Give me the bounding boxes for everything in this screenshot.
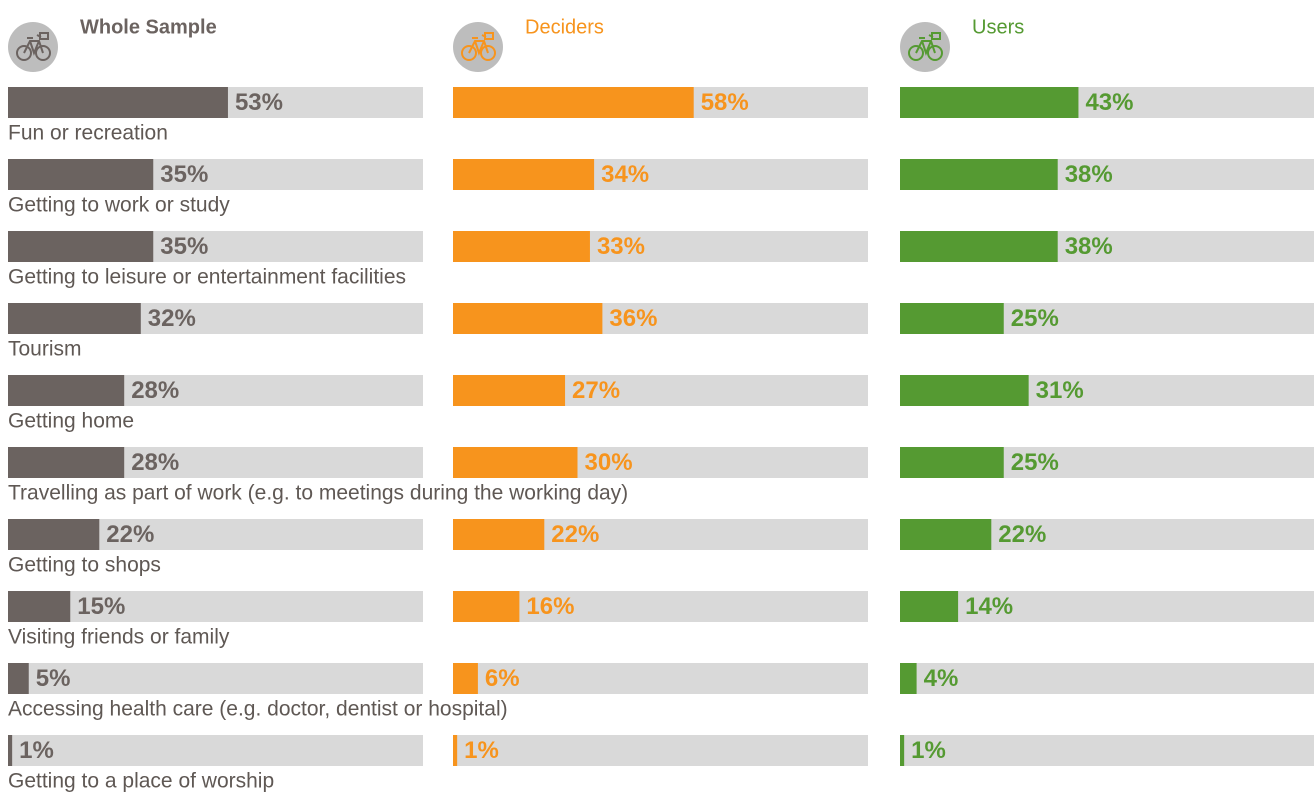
- wheel: [35, 45, 51, 61]
- bar: [453, 591, 520, 622]
- category-label: Getting home: [8, 410, 134, 433]
- category-label: Travelling as part of work (e.g. to meet…: [8, 482, 628, 505]
- category-label: Getting to a place of worship: [8, 770, 274, 793]
- bar-track: [900, 591, 1314, 622]
- value-label: 15%: [77, 593, 125, 620]
- value-label: 28%: [131, 377, 179, 404]
- frame: [468, 34, 489, 56]
- value-label: 32%: [148, 305, 196, 332]
- bar-track: [453, 735, 868, 766]
- bar: [8, 87, 228, 118]
- wheel: [16, 45, 32, 61]
- bar: [453, 663, 478, 694]
- value-label: 22%: [551, 521, 599, 548]
- value-label: 16%: [526, 593, 574, 620]
- value-label: 34%: [601, 161, 649, 188]
- bike-icon: [453, 22, 503, 72]
- value-label: 22%: [998, 521, 1046, 548]
- bar-track: [453, 663, 868, 694]
- category-label: Visiting friends or family: [8, 626, 230, 649]
- frame: [915, 34, 936, 56]
- bar: [900, 231, 1058, 262]
- category-label: Accessing health care (e.g. doctor, dent…: [8, 698, 508, 721]
- bar: [453, 231, 590, 262]
- value-label: 14%: [965, 593, 1013, 620]
- bar: [8, 375, 125, 406]
- bar-track: [900, 663, 1314, 694]
- bike-icon: [8, 22, 58, 72]
- value-label: 4%: [924, 665, 959, 692]
- bar: [453, 735, 458, 766]
- value-label: 38%: [1065, 161, 1113, 188]
- bar: [8, 735, 13, 766]
- value-label: 58%: [701, 89, 749, 116]
- bar: [8, 231, 154, 262]
- value-label: 1%: [464, 737, 499, 764]
- bar: [900, 735, 905, 766]
- bar: [900, 303, 1004, 334]
- bar: [453, 519, 545, 550]
- bike-icon: [900, 22, 950, 72]
- bar: [900, 159, 1058, 190]
- bar-track: [8, 591, 423, 622]
- value-label: 31%: [1036, 377, 1084, 404]
- panel-title: Whole Sample: [80, 16, 217, 38]
- bar: [453, 87, 694, 118]
- bar: [900, 375, 1029, 406]
- category-label: Fun or recreation: [8, 122, 168, 145]
- value-label: 25%: [1011, 305, 1059, 332]
- bar: [900, 663, 917, 694]
- value-label: 38%: [1065, 233, 1113, 260]
- bar: [8, 159, 154, 190]
- bar: [8, 519, 100, 550]
- wheel: [927, 45, 943, 61]
- value-label: 53%: [235, 89, 283, 116]
- value-label: 25%: [1011, 449, 1059, 476]
- wheel: [908, 45, 924, 61]
- value-label: 22%: [106, 521, 154, 548]
- value-label: 6%: [485, 665, 520, 692]
- bar: [900, 87, 1079, 118]
- bar: [900, 519, 992, 550]
- wheel: [480, 45, 496, 61]
- basket: [931, 32, 941, 40]
- value-label: 27%: [572, 377, 620, 404]
- value-label: 28%: [131, 449, 179, 476]
- value-label: 1%: [19, 737, 54, 764]
- panel-title: Users: [972, 16, 1024, 38]
- bar: [8, 447, 125, 478]
- bar: [900, 591, 959, 622]
- bar: [8, 663, 29, 694]
- bar: [453, 375, 566, 406]
- bar: [900, 447, 1004, 478]
- frame: [23, 34, 44, 56]
- value-label: 35%: [160, 233, 208, 260]
- bar: [453, 303, 603, 334]
- basket: [39, 32, 49, 40]
- value-label: 36%: [609, 305, 657, 332]
- bar: [453, 159, 595, 190]
- category-label: Tourism: [8, 338, 82, 361]
- category-label: Getting to leisure or entertainment faci…: [8, 266, 406, 289]
- value-label: 1%: [911, 737, 946, 764]
- bar: [453, 447, 578, 478]
- bar: [8, 591, 71, 622]
- category-label: Getting to shops: [8, 554, 161, 577]
- bar-track: [453, 591, 868, 622]
- panel-title: Deciders: [525, 16, 604, 38]
- bar-track: [8, 663, 423, 694]
- bar-track: [900, 735, 1314, 766]
- bar: [8, 303, 141, 334]
- value-label: 5%: [36, 665, 71, 692]
- bar-track: [8, 735, 423, 766]
- value-label: 33%: [597, 233, 645, 260]
- value-label: 43%: [1085, 89, 1133, 116]
- wheel: [461, 45, 477, 61]
- basket: [484, 32, 494, 40]
- value-label: 35%: [160, 161, 208, 188]
- category-label: Getting to work or study: [8, 194, 230, 217]
- value-label: 30%: [585, 449, 633, 476]
